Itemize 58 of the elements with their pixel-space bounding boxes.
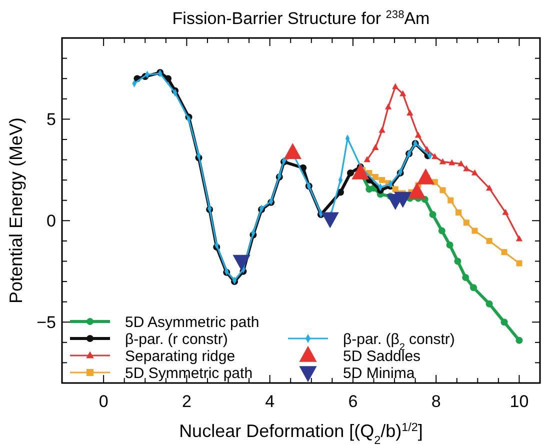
point [392, 186, 398, 192]
x-axis-title: Nuclear Deformation [(Q$_{2}$/b)$^{1/2}$] [179, 420, 423, 446]
point [432, 153, 438, 160]
point [454, 258, 462, 265]
point [372, 144, 379, 150]
point [463, 220, 470, 226]
point [400, 90, 406, 96]
point [500, 318, 508, 326]
point [516, 235, 523, 242]
point [429, 211, 436, 218]
point [516, 336, 523, 344]
y-tick-label: 5 [46, 110, 56, 130]
point [438, 227, 446, 234]
point [379, 177, 386, 184]
chart-title: Fission-Barrier Structure for $^{238}$Am [172, 9, 430, 28]
legend-label: 5D Minima [343, 364, 416, 382]
x-tick-label: 4 [265, 392, 275, 411]
legend-label: 5D Asymmetric path [125, 314, 260, 331]
point [462, 274, 470, 281]
point [440, 187, 446, 194]
x-tick-label: 10 [510, 392, 529, 411]
x-tick-label: 6 [348, 392, 358, 411]
legend-label: Separating ridge [125, 348, 236, 365]
point [448, 197, 454, 204]
x-tick-label: 8 [431, 392, 441, 411]
point [470, 284, 477, 292]
x-tick-label: 0 [98, 392, 108, 411]
point [456, 210, 462, 216]
point [463, 165, 470, 172]
point [471, 169, 478, 176]
point [502, 208, 509, 215]
point [486, 300, 493, 308]
point [378, 126, 386, 133]
point [284, 143, 302, 160]
point [501, 249, 508, 256]
point [414, 132, 422, 138]
point [346, 169, 354, 176]
point [408, 182, 426, 199]
y-tick-label: 0 [46, 212, 56, 231]
point [458, 160, 464, 166]
point [364, 156, 370, 162]
point [516, 260, 522, 266]
point [406, 109, 414, 116]
point [164, 75, 172, 82]
point [448, 159, 456, 166]
point [384, 103, 392, 110]
legend-label: β-par. (r constr) [125, 330, 228, 348]
legend-label: 5D Symmetric path [125, 364, 253, 382]
point [446, 242, 454, 248]
y-axis-title: Potential Energy (MeV) [6, 117, 26, 304]
point [392, 83, 399, 90]
x-tick-label: 2 [182, 392, 192, 411]
point [472, 228, 478, 234]
point [439, 158, 446, 164]
point [372, 174, 378, 180]
point [486, 238, 492, 244]
y-tick-label: −5 [36, 313, 56, 332]
point [486, 184, 493, 191]
